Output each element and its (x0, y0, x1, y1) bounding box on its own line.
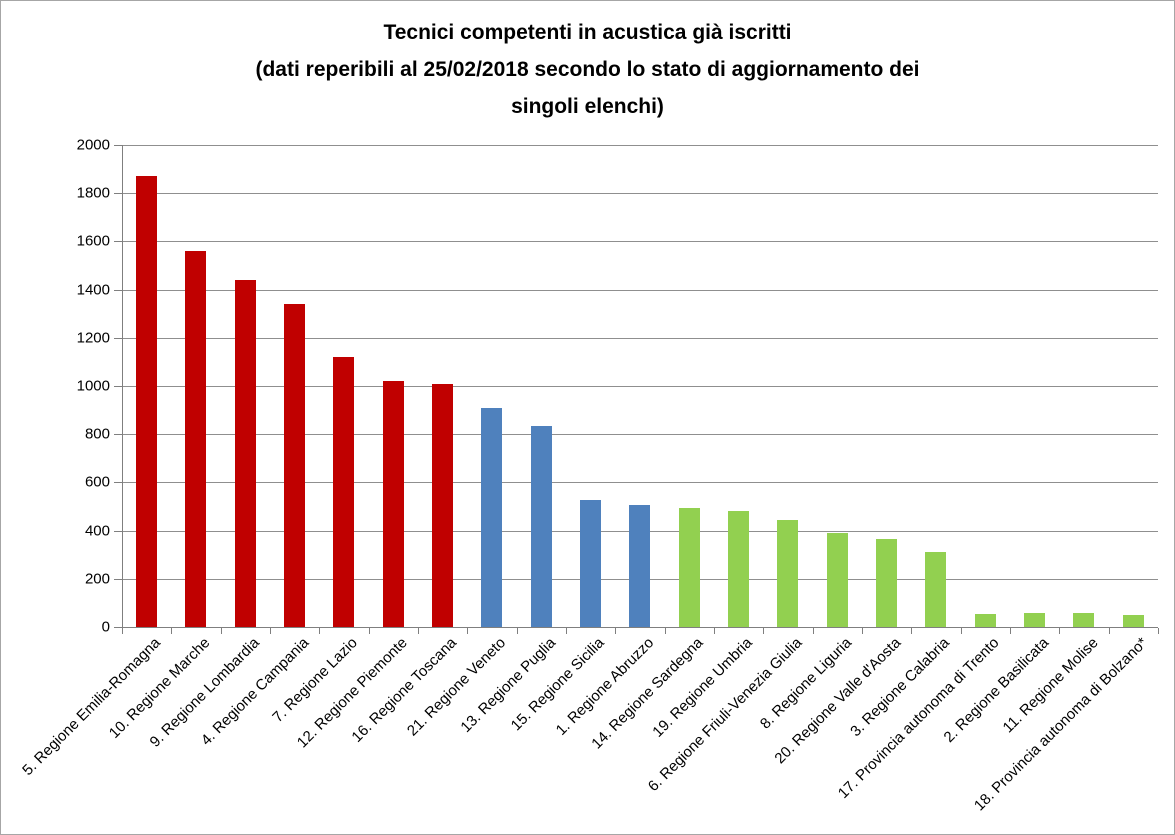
y-gridline (122, 338, 1158, 339)
chart-bar (777, 520, 798, 627)
y-axis-tick-label: 1800 (76, 184, 110, 202)
x-axis-tick (1010, 628, 1011, 634)
x-axis-tick (369, 628, 370, 634)
x-axis-tick (911, 628, 912, 634)
y-axis-tick-label: 1400 (76, 281, 110, 299)
chart-title-line-3: singoli elenchi) (511, 95, 664, 118)
chart-bar (235, 280, 256, 627)
chart-title-line-1: Tecnici competenti in acustica già iscri… (383, 21, 792, 44)
y-gridline (122, 290, 1158, 291)
chart-bar (531, 426, 552, 627)
x-axis-tick (517, 628, 518, 634)
x-axis-tick (862, 628, 863, 634)
chart-bar (1123, 615, 1144, 627)
x-axis-tick (961, 628, 962, 634)
y-gridline (122, 482, 1158, 483)
chart-bar (284, 304, 305, 627)
y-axis-tick (114, 627, 122, 628)
y-gridline (122, 434, 1158, 435)
x-axis-tick (566, 628, 567, 634)
y-axis-tick (114, 531, 122, 532)
chart-title-line-2: (dati reperibili al 25/02/2018 secondo l… (255, 58, 920, 81)
x-axis-tick (418, 628, 419, 634)
x-axis-tick (813, 628, 814, 634)
x-axis-tick (467, 628, 468, 634)
y-axis-tick-label: 800 (84, 425, 110, 443)
x-axis-tick (270, 628, 271, 634)
chart-title: Tecnici competenti in acustica già iscri… (1, 14, 1174, 125)
chart-bar (679, 508, 700, 627)
x-axis-tick (665, 628, 666, 634)
y-axis-tick-label: 0 (101, 618, 110, 636)
y-axis-tick (114, 241, 122, 242)
y-axis-tick (114, 290, 122, 291)
x-axis-tick (763, 628, 764, 634)
chart-bar (432, 384, 453, 627)
y-axis-tick-label: 1600 (76, 232, 110, 250)
chart-bar (1024, 613, 1045, 627)
x-axis-line (122, 627, 1158, 628)
chart-bar (1073, 613, 1094, 627)
x-axis-tick (1158, 628, 1159, 634)
x-axis-tick (221, 628, 222, 634)
y-axis-tick (114, 482, 122, 483)
y-axis-tick-label: 200 (84, 570, 110, 588)
chart-bar (333, 357, 354, 627)
y-axis-tick-label: 1000 (76, 377, 110, 395)
x-axis-tick (319, 628, 320, 634)
chart-bar (827, 533, 848, 627)
x-axis-tick (1059, 628, 1060, 634)
chart-bar (876, 539, 897, 627)
y-axis-tick (114, 386, 122, 387)
y-gridline (122, 241, 1158, 242)
x-axis-tick (1109, 628, 1110, 634)
y-axis-tick-label: 2000 (76, 136, 110, 154)
chart-bar (481, 408, 502, 627)
x-axis-tick (714, 628, 715, 634)
x-axis-tick (615, 628, 616, 634)
chart-bar (580, 500, 601, 627)
chart-bar (975, 614, 996, 627)
y-axis-tick-label: 1200 (76, 329, 110, 347)
chart-bar (136, 176, 157, 627)
y-gridline (122, 386, 1158, 387)
y-gridline (122, 193, 1158, 194)
x-axis-tick (171, 628, 172, 634)
y-axis-tick (114, 145, 122, 146)
y-axis-tick (114, 434, 122, 435)
chart-bar (728, 511, 749, 627)
y-axis-line (122, 145, 123, 627)
y-axis-tick-label: 600 (84, 473, 110, 491)
chart-bar (383, 381, 404, 627)
y-axis-tick (114, 338, 122, 339)
x-axis-tick (122, 628, 123, 634)
chart-bar (925, 552, 946, 627)
chart-bar (629, 505, 650, 627)
x-axis-label: 8. Regione Liguria (756, 634, 855, 733)
chart-bar (185, 251, 206, 627)
y-gridline (122, 145, 1158, 146)
y-axis-tick-label: 400 (84, 522, 110, 540)
y-axis-tick (114, 579, 122, 580)
y-axis-tick (114, 193, 122, 194)
